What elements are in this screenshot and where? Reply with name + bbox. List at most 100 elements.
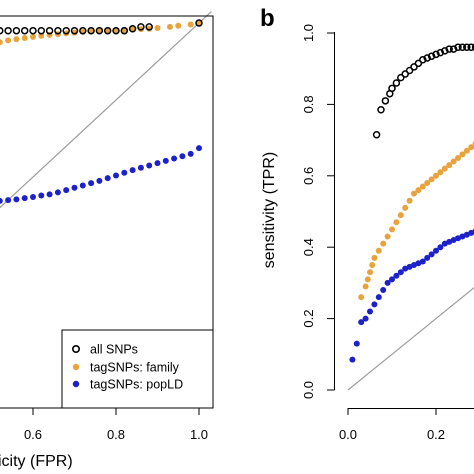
legend-marker-family <box>72 363 80 371</box>
data-point-family <box>446 162 453 169</box>
data-point-family <box>428 176 435 183</box>
data-point-popld <box>30 194 36 201</box>
data-point-popld <box>196 145 202 152</box>
data-point-all-snps <box>120 26 129 35</box>
data-point-popld <box>137 164 144 171</box>
data-point-family <box>5 37 12 44</box>
data-point-all-snps <box>397 73 405 82</box>
data-point-family <box>358 294 365 301</box>
data-point-family <box>389 226 395 233</box>
data-point-family <box>424 179 431 186</box>
data-point-popld <box>21 195 28 202</box>
data-point-popld <box>371 301 378 308</box>
data-point-popld <box>162 157 169 164</box>
data-point-all-snps <box>458 43 467 52</box>
data-point-all-snps <box>436 48 445 57</box>
data-point-family <box>371 254 378 261</box>
data-point-popld <box>367 308 373 315</box>
data-point-popld <box>38 192 45 199</box>
data-point-all-snps <box>0 26 4 35</box>
data-point-family <box>468 144 474 151</box>
data-point-all-snps <box>405 66 414 75</box>
data-point-family <box>369 262 376 269</box>
panel-a-x-axis: 0.6 0.8 1.0 <box>24 408 208 442</box>
data-point-popld <box>362 315 369 322</box>
x-tick-label: 0.6 <box>24 427 42 442</box>
data-point-popld <box>129 167 136 174</box>
legend-entries: all SNPs tagSNPs: family tagSNPs: popLD <box>72 343 183 392</box>
data-point-family <box>433 172 439 179</box>
data-point-family <box>21 35 28 42</box>
data-point-popld <box>187 150 194 157</box>
data-point-popld <box>389 276 395 283</box>
y-tick-label: 0.6 <box>301 167 316 185</box>
data-point-family <box>187 21 194 28</box>
y-tick-label: 0.0 <box>301 381 316 399</box>
data-point-family <box>38 32 45 39</box>
data-point-popld <box>54 189 61 196</box>
x-tick-label: 1.0 <box>190 427 208 442</box>
data-point-popld <box>0 197 3 204</box>
data-point-family <box>364 276 371 283</box>
data-point-family <box>196 20 202 26</box>
x-tick-label: 0.2 <box>427 427 445 442</box>
data-point-popld <box>146 162 153 169</box>
data-point-all-snps <box>445 45 453 53</box>
data-point-popld <box>349 356 356 363</box>
data-point-all-snps <box>103 26 112 35</box>
data-point-all-snps <box>423 54 431 62</box>
data-point-family <box>367 269 373 276</box>
data-point-popld <box>104 175 111 182</box>
data-point-all-snps <box>29 26 37 35</box>
data-point-all-snps <box>45 26 54 35</box>
diagonal-reference-line <box>0 11 212 209</box>
data-point-popld <box>393 272 400 279</box>
data-point-all-snps <box>79 26 87 35</box>
panel-b-y-axis: 0.0 0.2 0.4 0.6 0.8 1.0 <box>301 24 335 399</box>
data-point-family <box>455 154 461 161</box>
data-point-all-snps <box>388 84 396 93</box>
data-point-popld <box>121 169 128 176</box>
data-point-family <box>30 33 36 40</box>
data-point-popld <box>380 287 387 294</box>
data-point-family <box>393 219 400 226</box>
data-point-popld <box>79 182 86 189</box>
data-point-all-snps <box>381 97 390 105</box>
data-point-popld <box>375 294 382 301</box>
data-point-family <box>154 25 161 32</box>
data-point-family <box>397 212 404 219</box>
data-point-all-snps <box>414 59 423 68</box>
data-point-all-snps <box>432 50 440 59</box>
panel-b-x-axis: 0.0 0.2 <box>339 408 445 442</box>
y-tick-label: 1.0 <box>301 24 316 42</box>
data-point-all-snps <box>419 56 427 64</box>
data-point-all-snps <box>20 26 29 35</box>
x-tick-label: 0.0 <box>339 427 357 442</box>
data-point-all-snps <box>467 43 474 52</box>
data-point-all-snps <box>37 26 46 35</box>
data-point-popld <box>433 247 439 254</box>
data-point-popld <box>71 184 78 191</box>
data-point-family <box>380 240 387 247</box>
data-point-popld <box>437 244 444 251</box>
data-point-popld <box>468 229 474 236</box>
legend-label-family: tagSNPs: family <box>90 361 180 375</box>
data-point-popld <box>113 172 119 179</box>
panel-b-marks <box>347 43 474 391</box>
data-point-family <box>437 169 444 176</box>
panel-a: 0.6 0.8 1.0 ificity (FPR) all SNPs tagSNPs… <box>0 11 214 470</box>
data-point-all-snps <box>95 26 104 35</box>
panel-a-x-axis-label: ificity (FPR) <box>0 453 73 470</box>
data-point-popld <box>397 269 404 276</box>
data-point-popld <box>13 196 20 203</box>
data-point-all-snps <box>137 23 145 31</box>
data-point-family <box>415 187 422 194</box>
data-point-family <box>463 147 470 154</box>
panel-b-y-axis-label: sensitivity (TPR) <box>261 152 278 268</box>
x-tick-label: 0.8 <box>107 427 125 442</box>
panel-b: b 0.0 0.2 0.4 0.6 0.8 1.0 0.0 0.2 sensitivity … <box>260 5 474 442</box>
legend-label-popld: tagSNPs: popLD <box>90 378 183 392</box>
panel-b-letter: b <box>260 5 275 32</box>
data-point-all-snps <box>427 52 436 60</box>
